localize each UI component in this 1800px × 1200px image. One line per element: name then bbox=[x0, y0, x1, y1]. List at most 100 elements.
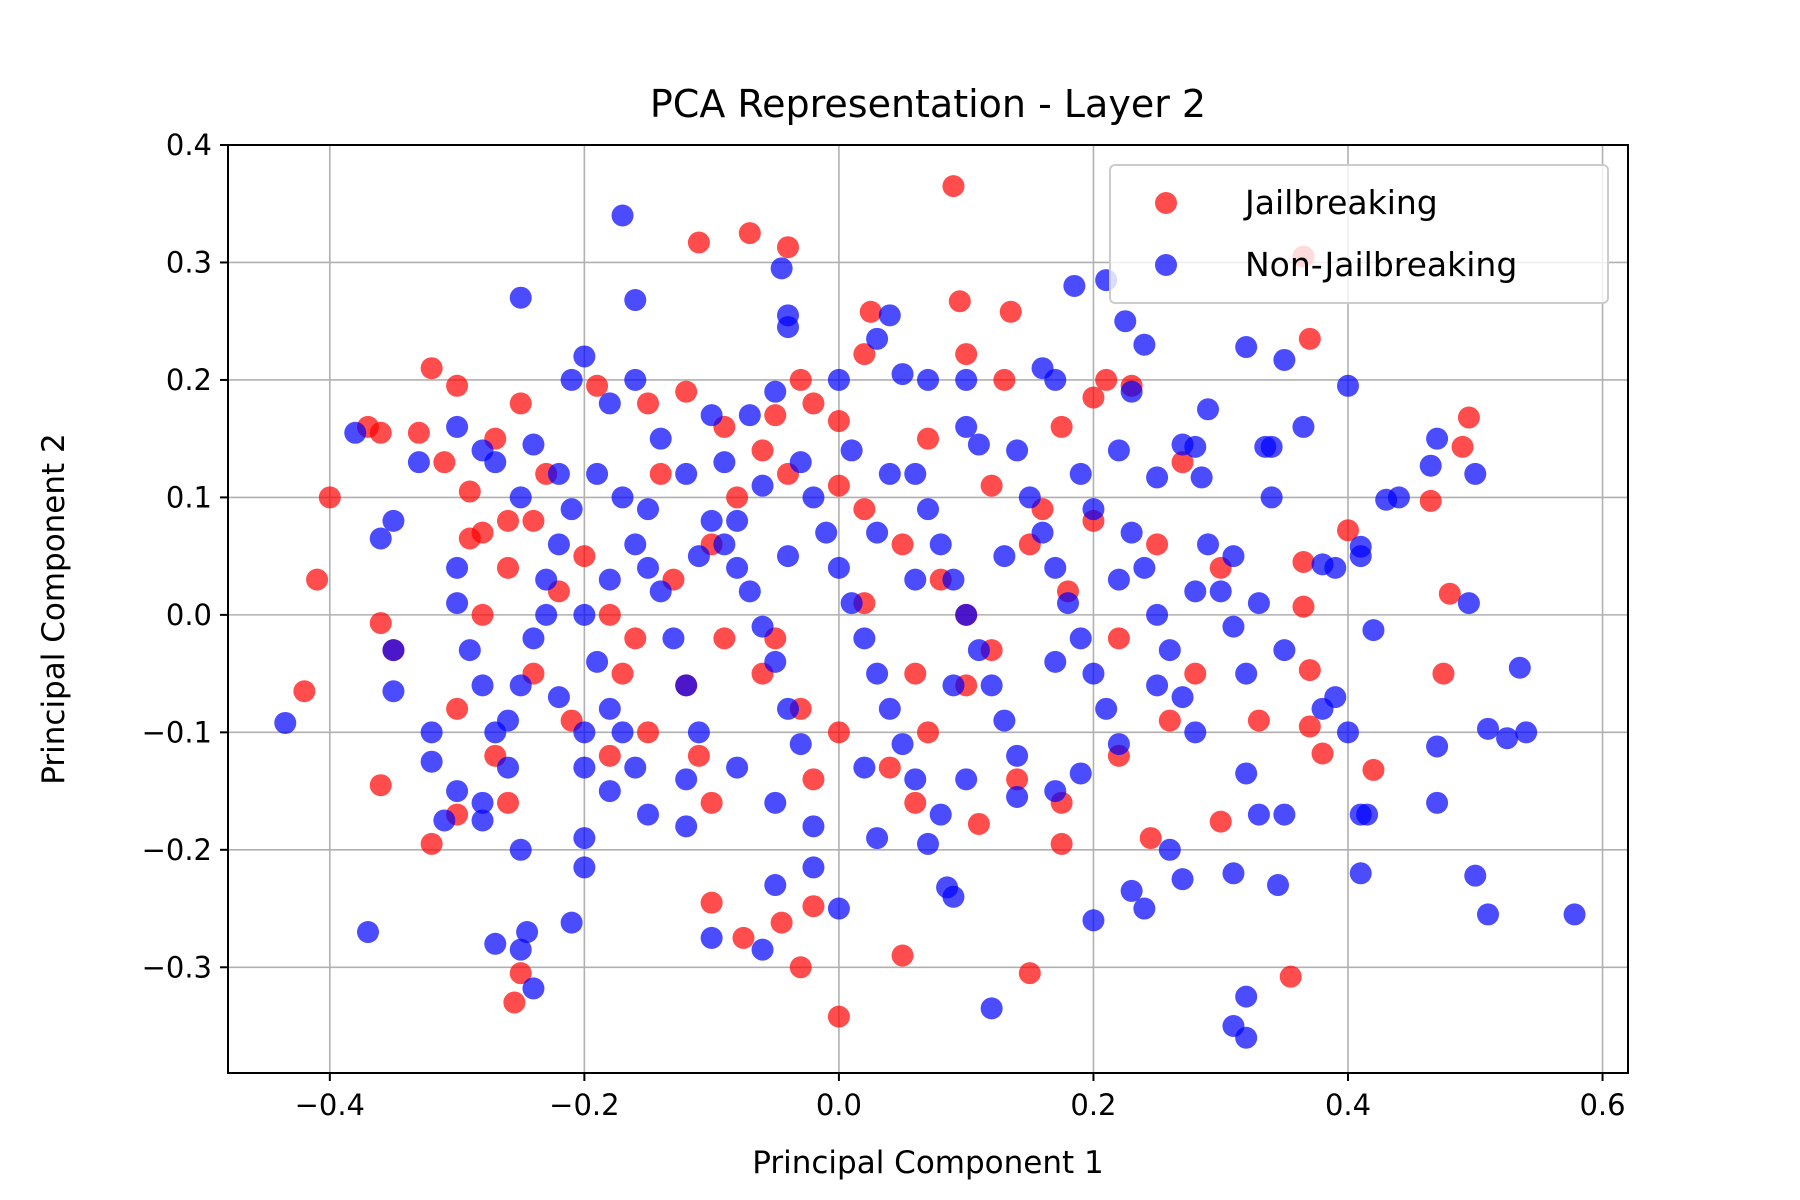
plot-area-frame bbox=[227, 144, 1629, 1074]
point-non-jailbreaking bbox=[802, 856, 825, 879]
axis-ticks: −0.4 −0.2 0.0 0.2 0.4 0.6 −0.3 −0.2 −0.1 0.0 0.1 0.… bbox=[142, 128, 1626, 1122]
y-tick-label: 0.2 bbox=[166, 363, 212, 397]
point-non-jailbreaking bbox=[1006, 439, 1029, 462]
point-jailbreaking bbox=[942, 175, 965, 198]
point-non-jailbreaking bbox=[560, 368, 583, 391]
point-non-jailbreaking bbox=[1247, 803, 1270, 826]
point-non-jailbreaking bbox=[713, 451, 736, 474]
point-non-jailbreaking bbox=[764, 380, 787, 403]
point-non-jailbreaking bbox=[777, 545, 799, 568]
point-non-jailbreaking bbox=[1254, 435, 1277, 458]
point-non-jailbreaking bbox=[1031, 357, 1054, 380]
point-jailbreaking bbox=[789, 368, 812, 391]
point-jailbreaking bbox=[980, 474, 1003, 497]
point-jailbreaking bbox=[1171, 451, 1194, 474]
point-jailbreaking bbox=[471, 603, 494, 626]
point-jailbreaking bbox=[1362, 758, 1385, 781]
point-non-jailbreaking bbox=[1349, 862, 1372, 885]
point-non-jailbreaking bbox=[1082, 662, 1105, 685]
point-non-jailbreaking bbox=[853, 756, 876, 779]
point-non-jailbreaking bbox=[522, 433, 545, 456]
point-non-jailbreaking bbox=[1426, 735, 1449, 758]
point-non-jailbreaking bbox=[1235, 985, 1258, 1008]
point-non-jailbreaking bbox=[573, 721, 596, 744]
point-jailbreaking bbox=[1184, 662, 1207, 685]
point-jailbreaking bbox=[407, 421, 430, 444]
point-jailbreaking bbox=[1050, 832, 1073, 855]
point-non-jailbreaking bbox=[547, 686, 570, 709]
point-jailbreaking bbox=[1292, 595, 1315, 618]
point-non-jailbreaking bbox=[802, 486, 825, 509]
point-jailbreaking bbox=[891, 533, 914, 556]
point-jailbreaking bbox=[853, 343, 876, 366]
point-non-jailbreaking bbox=[917, 498, 939, 521]
point-non-jailbreaking bbox=[1273, 348, 1296, 371]
point-non-jailbreaking bbox=[1563, 903, 1586, 926]
x-tick-label: 0.4 bbox=[1325, 1088, 1371, 1122]
point-non-jailbreaking bbox=[1324, 556, 1347, 579]
y-axis-label: Principal Component 2 bbox=[36, 433, 72, 785]
point-non-jailbreaking bbox=[1496, 727, 1519, 750]
point-non-jailbreaking bbox=[815, 521, 838, 544]
point-non-jailbreaking bbox=[866, 521, 889, 544]
point-non-jailbreaking bbox=[1031, 521, 1054, 544]
point-non-jailbreaking bbox=[446, 556, 469, 579]
point-jailbreaking bbox=[1146, 533, 1169, 556]
point-non-jailbreaking bbox=[1222, 615, 1245, 638]
x-tick-label: 0.0 bbox=[816, 1088, 862, 1122]
point-non-jailbreaking bbox=[751, 938, 774, 961]
point-non-jailbreaking bbox=[904, 568, 927, 591]
point-non-jailbreaking bbox=[878, 462, 901, 485]
point-non-jailbreaking bbox=[980, 997, 1003, 1020]
point-non-jailbreaking bbox=[1107, 733, 1130, 756]
point-non-jailbreaking bbox=[637, 498, 659, 521]
point-non-jailbreaking bbox=[1107, 439, 1130, 462]
y-tick-label: 0.4 bbox=[166, 128, 212, 162]
point-non-jailbreaking bbox=[560, 498, 583, 521]
point-non-jailbreaking bbox=[1426, 427, 1449, 450]
point-non-jailbreaking bbox=[1133, 897, 1156, 920]
point-jailbreaking bbox=[993, 368, 1016, 391]
point-non-jailbreaking bbox=[1235, 762, 1258, 785]
point-jailbreaking bbox=[764, 404, 787, 427]
point-jailbreaking bbox=[827, 721, 850, 744]
point-non-jailbreaking bbox=[1209, 580, 1232, 603]
point-non-jailbreaking bbox=[357, 921, 379, 944]
point-jailbreaking bbox=[955, 343, 978, 366]
point-jailbreaking bbox=[306, 568, 329, 591]
legend-box bbox=[1109, 164, 1609, 304]
point-jailbreaking bbox=[369, 421, 392, 444]
point-jailbreaking bbox=[598, 744, 621, 767]
point-non-jailbreaking bbox=[1120, 380, 1143, 403]
point-non-jailbreaking bbox=[1235, 336, 1258, 359]
point-non-jailbreaking bbox=[586, 462, 609, 485]
point-jailbreaking bbox=[732, 926, 755, 949]
point-jailbreaking bbox=[904, 662, 927, 685]
point-non-jailbreaking bbox=[993, 709, 1016, 732]
point-jailbreaking bbox=[369, 774, 392, 797]
point-non-jailbreaking bbox=[586, 650, 609, 673]
point-non-jailbreaking bbox=[649, 580, 672, 603]
point-non-jailbreaking bbox=[726, 756, 749, 779]
point-jailbreaking bbox=[751, 439, 774, 462]
point-non-jailbreaking bbox=[1515, 721, 1538, 744]
point-non-jailbreaking bbox=[853, 627, 876, 650]
point-non-jailbreaking bbox=[573, 856, 596, 879]
point-non-jailbreaking bbox=[420, 721, 443, 744]
point-non-jailbreaking bbox=[497, 709, 519, 732]
point-jailbreaking bbox=[1018, 962, 1041, 985]
point-jailbreaking bbox=[738, 222, 761, 245]
point-jailbreaking bbox=[1158, 709, 1181, 732]
point-non-jailbreaking bbox=[1464, 462, 1487, 485]
point-jailbreaking bbox=[1457, 406, 1480, 429]
point-non-jailbreaking bbox=[1107, 568, 1130, 591]
point-jailbreaking bbox=[573, 545, 596, 568]
point-non-jailbreaking bbox=[598, 568, 621, 591]
point-jailbreaking bbox=[891, 944, 914, 967]
point-non-jailbreaking bbox=[560, 911, 583, 934]
point-non-jailbreaking bbox=[929, 803, 952, 826]
point-non-jailbreaking bbox=[1273, 639, 1296, 662]
point-non-jailbreaking bbox=[1222, 862, 1245, 885]
y-tick-label: 0.3 bbox=[166, 245, 212, 279]
point-non-jailbreaking bbox=[675, 768, 698, 791]
